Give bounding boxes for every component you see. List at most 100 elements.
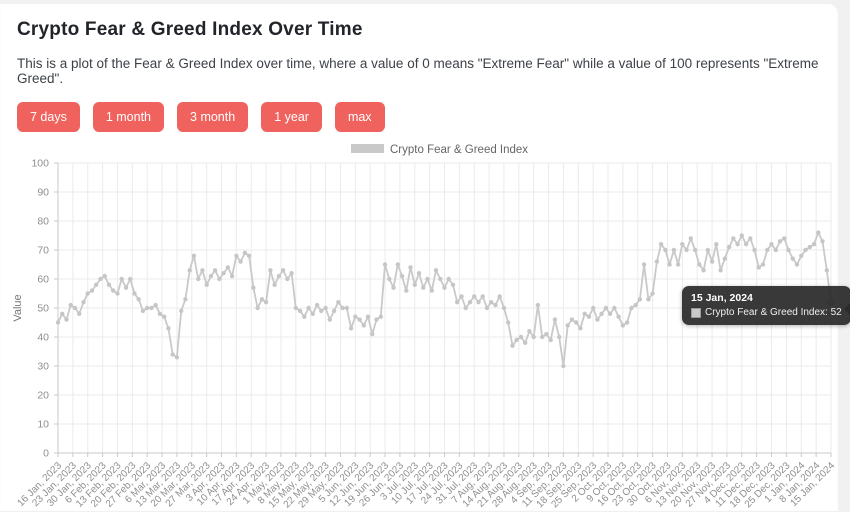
data-point-marker: [430, 288, 434, 292]
data-point-marker: [107, 283, 111, 287]
data-point-marker: [459, 294, 463, 298]
data-point-marker: [608, 312, 612, 316]
data-point-marker: [289, 271, 293, 275]
data-point-marker: [281, 268, 285, 272]
data-point-marker: [642, 262, 646, 266]
data-point-marker: [638, 297, 642, 301]
data-point-marker: [154, 303, 158, 307]
data-point-marker: [536, 303, 540, 307]
data-point-marker: [693, 248, 697, 252]
data-point-marker: [778, 239, 782, 243]
data-point-marker: [774, 248, 778, 252]
data-point-marker: [689, 236, 693, 240]
data-point-marker: [234, 254, 238, 258]
data-point-marker: [56, 320, 60, 324]
data-point-marker: [561, 364, 565, 368]
data-point-marker: [340, 306, 344, 310]
data-point-marker: [145, 306, 149, 310]
data-point-marker: [557, 335, 561, 339]
data-point-marker: [417, 271, 421, 275]
data-point-marker: [744, 242, 748, 246]
data-point-marker: [391, 286, 395, 290]
data-point-marker: [124, 286, 128, 290]
data-point-marker: [667, 262, 671, 266]
y-tick-label: 10: [37, 419, 49, 431]
data-point-marker: [73, 306, 77, 310]
data-point-marker: [302, 315, 306, 319]
data-point-marker: [803, 248, 807, 252]
data-point-marker: [612, 306, 616, 310]
data-point-marker: [374, 317, 378, 321]
data-point-marker: [94, 283, 98, 287]
data-point-marker: [315, 303, 319, 307]
tooltip-date: 15 Jan, 2024: [691, 292, 842, 304]
data-point-marker: [69, 303, 73, 307]
y-tick-label: 100: [31, 158, 49, 170]
data-point-marker: [349, 326, 353, 330]
data-point-marker: [527, 329, 531, 333]
data-point-marker: [540, 335, 544, 339]
data-point-marker: [272, 283, 276, 287]
data-point-marker: [476, 300, 480, 304]
tooltip-caret: [844, 303, 850, 316]
data-point-marker: [625, 320, 629, 324]
data-point-marker: [205, 283, 209, 287]
data-point-marker: [769, 242, 773, 246]
data-point-marker: [221, 271, 225, 275]
data-point-marker: [752, 248, 756, 252]
data-point-marker: [710, 259, 714, 263]
data-point-marker: [370, 332, 374, 336]
data-point-marker: [434, 268, 438, 272]
data-point-marker: [298, 309, 302, 313]
data-point-marker: [680, 242, 684, 246]
chart-tooltip: 15 Jan, 2024 Crypto Fear & Greed Index: …: [682, 286, 850, 325]
data-point-marker: [587, 315, 591, 319]
data-point-marker: [740, 233, 744, 237]
data-point-marker: [77, 312, 81, 316]
data-point-marker: [137, 297, 141, 301]
data-point-marker: [183, 297, 187, 301]
data-point-marker: [795, 262, 799, 266]
tooltip-series-swatch-icon: [691, 308, 701, 318]
data-point-marker: [149, 306, 153, 310]
y-tick-label: 70: [37, 245, 49, 257]
data-point-marker: [468, 300, 472, 304]
data-point-marker: [816, 230, 820, 234]
data-point-marker: [115, 291, 119, 295]
data-point-marker: [820, 239, 824, 243]
data-point-marker: [447, 277, 451, 281]
data-point-marker: [387, 277, 391, 281]
data-point-marker: [379, 315, 383, 319]
data-point-marker: [782, 236, 786, 240]
data-point-marker: [247, 254, 251, 258]
legend-swatch-icon[interactable]: [351, 144, 384, 153]
data-point-marker: [64, 317, 68, 321]
data-point-marker: [506, 320, 510, 324]
data-point-marker: [217, 277, 221, 281]
data-point-marker: [523, 341, 527, 345]
data-point-marker: [383, 262, 387, 266]
data-point-marker: [549, 338, 553, 342]
data-point-marker: [98, 277, 102, 281]
data-point-marker: [442, 286, 446, 290]
data-point-marker: [791, 257, 795, 261]
data-point-marker: [498, 294, 502, 298]
data-point-marker: [328, 317, 332, 321]
data-point-marker: [825, 268, 829, 272]
data-point-marker: [238, 259, 242, 263]
data-point-marker: [718, 268, 722, 272]
data-point-marker: [251, 286, 255, 290]
data-point-marker: [141, 309, 145, 313]
data-point-marker: [128, 277, 132, 281]
data-point-marker: [213, 268, 217, 272]
data-point-marker: [60, 312, 64, 316]
data-point-marker: [799, 254, 803, 258]
data-point-marker: [481, 294, 485, 298]
data-point-marker: [294, 306, 298, 310]
legend-label[interactable]: Crypto Fear & Greed Index: [390, 144, 528, 156]
data-point-marker: [421, 286, 425, 290]
data-point-marker: [510, 344, 514, 348]
data-point-marker: [451, 283, 455, 287]
data-point-marker: [260, 297, 264, 301]
